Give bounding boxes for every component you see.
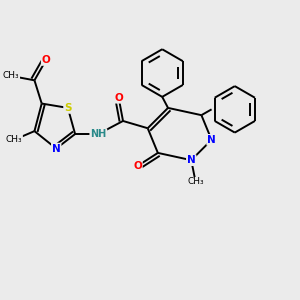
Text: O: O — [133, 161, 142, 171]
Text: N: N — [187, 155, 196, 165]
Text: O: O — [114, 93, 123, 103]
Text: S: S — [64, 103, 72, 113]
Text: NH: NH — [90, 129, 106, 139]
Text: CH₃: CH₃ — [3, 71, 20, 80]
Text: CH₃: CH₃ — [6, 135, 22, 144]
Text: N: N — [207, 135, 216, 145]
Text: O: O — [42, 55, 50, 65]
Text: N: N — [52, 143, 61, 154]
Text: CH₃: CH₃ — [187, 177, 204, 186]
